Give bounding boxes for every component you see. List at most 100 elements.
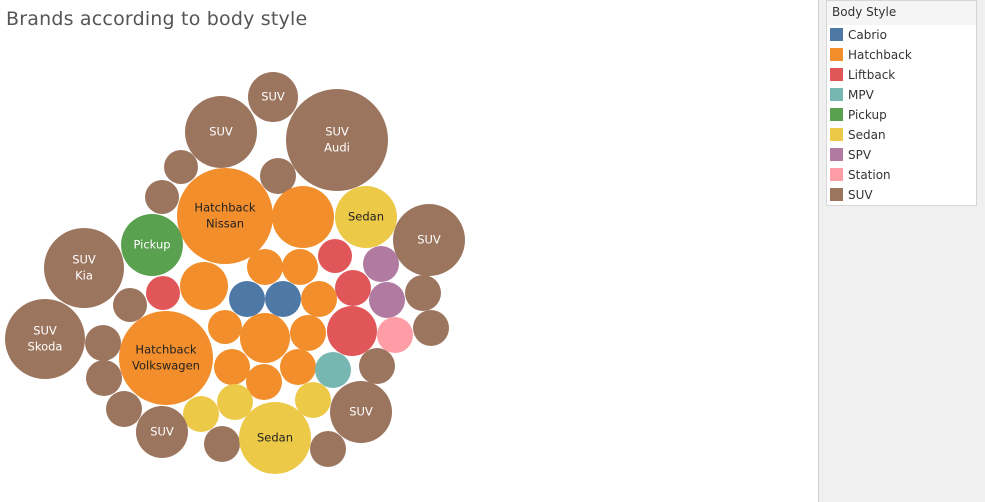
legend-swatch [830, 168, 843, 181]
bubble-brand-label: Volkswagen [132, 359, 200, 373]
bubble-cabrio[interactable] [265, 281, 301, 317]
bubble-circle [290, 315, 326, 351]
bubble-circle [86, 360, 122, 396]
legend-item-sedan[interactable]: Sedan [827, 125, 976, 145]
bubble-pickup[interactable]: Pickup [121, 214, 183, 276]
bubble-suv[interactable] [106, 391, 142, 427]
bubble-liftback[interactable] [327, 306, 377, 356]
bubble-suv[interactable]: SUV [393, 204, 465, 276]
bubble-station[interactable] [377, 317, 413, 353]
bubble-hatchback[interactable] [301, 281, 337, 317]
bubble-suv[interactable]: SUV Skoda [5, 299, 85, 379]
bubble-suv[interactable] [145, 180, 179, 214]
bubble-suv[interactable] [86, 360, 122, 396]
bubble-circle [310, 431, 346, 467]
bubble-circle [265, 281, 301, 317]
bubble-circle [240, 313, 290, 363]
bubble-circle [369, 282, 405, 318]
legend-title: Body Style [827, 1, 976, 25]
bubble-suv[interactable]: SUV [248, 72, 298, 122]
bubble-circle [272, 186, 334, 248]
bubble-hatchback[interactable] [180, 262, 228, 310]
bubble-circle [327, 306, 377, 356]
legend-swatch [830, 108, 843, 121]
bubble-style-label: SUV [209, 125, 233, 139]
legend-label: Station [848, 168, 891, 182]
bubble-circle [286, 89, 388, 191]
bubble-suv[interactable]: SUV Audi [286, 89, 388, 191]
bubble-liftback[interactable] [146, 276, 180, 310]
legend-swatch [830, 128, 843, 141]
bubble-sedan[interactable] [295, 382, 331, 418]
bubble-suv[interactable] [85, 325, 121, 361]
bubble-hatchback[interactable] [280, 349, 316, 385]
legend-item-suv[interactable]: SUV [827, 185, 976, 205]
bubble-style-label: Pickup [133, 238, 170, 252]
bubble-spv[interactable] [363, 246, 399, 282]
legend-item-liftback[interactable]: Liftback [827, 65, 976, 85]
legend-item-hatchback[interactable]: Hatchback [827, 45, 976, 65]
bubble-circle [239, 402, 311, 474]
bubble-suv[interactable] [359, 348, 395, 384]
bubble-circle [335, 270, 371, 306]
legend-item-cabrio[interactable]: Cabrio [827, 25, 976, 45]
bubble-circle [177, 168, 273, 264]
bubble-sedan[interactable]: Sedan [239, 402, 311, 474]
legend-item-station[interactable]: Station [827, 165, 976, 185]
bubble-suv[interactable]: SUV [136, 406, 188, 458]
bubble-circle [318, 239, 352, 273]
bubble-brand-label: Kia [75, 269, 93, 283]
bubble-circle [217, 384, 253, 420]
bubble-suv[interactable] [204, 426, 240, 462]
bubble-sedan[interactable]: Sedan [335, 186, 397, 248]
bubble-hatchback[interactable]: Hatchback Nissan [177, 168, 273, 264]
bubble-hatchback[interactable]: Hatchback Volkswagen [119, 311, 213, 405]
bubble-hatchback[interactable] [247, 249, 283, 285]
bubble-circle [185, 96, 257, 168]
bubble-hatchback[interactable] [272, 186, 334, 248]
bubble-suv[interactable] [113, 288, 147, 322]
bubble-circle [136, 406, 188, 458]
bubble-hatchback[interactable] [290, 315, 326, 351]
bubble-circle [208, 310, 242, 344]
bubble-suv[interactable] [405, 275, 441, 311]
bubble-circle [183, 396, 219, 432]
bubble-circle [85, 325, 121, 361]
bubble-suv[interactable] [413, 310, 449, 346]
bubble-spv[interactable] [369, 282, 405, 318]
bubble-sedan[interactable] [217, 384, 253, 420]
bubble-suv[interactable]: SUV [185, 96, 257, 168]
bubble-hatchback[interactable] [214, 349, 250, 385]
bubble-circle [106, 391, 142, 427]
bubble-hatchback[interactable] [240, 313, 290, 363]
bubble-liftback[interactable] [318, 239, 352, 273]
bubble-brand-label: Nissan [206, 217, 244, 231]
bubble-suv[interactable]: SUV [330, 381, 392, 443]
legend-swatch [830, 188, 843, 201]
legend-swatch [830, 28, 843, 41]
legend-item-spv[interactable]: SPV [827, 145, 976, 165]
bubble-liftback[interactable] [335, 270, 371, 306]
legend-item-mpv[interactable]: MPV [827, 85, 976, 105]
bubble-suv[interactable] [260, 158, 296, 194]
bubble-circle [121, 214, 183, 276]
bubble-hatchback[interactable] [282, 249, 318, 285]
bubble-sedan[interactable] [183, 396, 219, 432]
legend-label: Pickup [848, 108, 887, 122]
bubble-style-label: Sedan [348, 210, 384, 224]
bubble-suv[interactable] [310, 431, 346, 467]
legend-label: Hatchback [848, 48, 912, 62]
bubble-style-label: Hatchback [194, 201, 255, 215]
bubble-hatchback[interactable] [208, 310, 242, 344]
legend-swatch [830, 148, 843, 161]
legend-item-pickup[interactable]: Pickup [827, 105, 976, 125]
legend-label: SUV [848, 188, 873, 202]
bubble-hatchback[interactable] [246, 364, 282, 400]
bubble-circle [5, 299, 85, 379]
bubble-mpv[interactable] [315, 352, 351, 388]
bubble-suv[interactable] [164, 150, 198, 184]
bubble-style-label: SUV [72, 253, 96, 267]
bubble-suv[interactable]: SUV Kia [44, 228, 124, 308]
bubble-circle [393, 204, 465, 276]
bubble-cabrio[interactable] [229, 281, 265, 317]
